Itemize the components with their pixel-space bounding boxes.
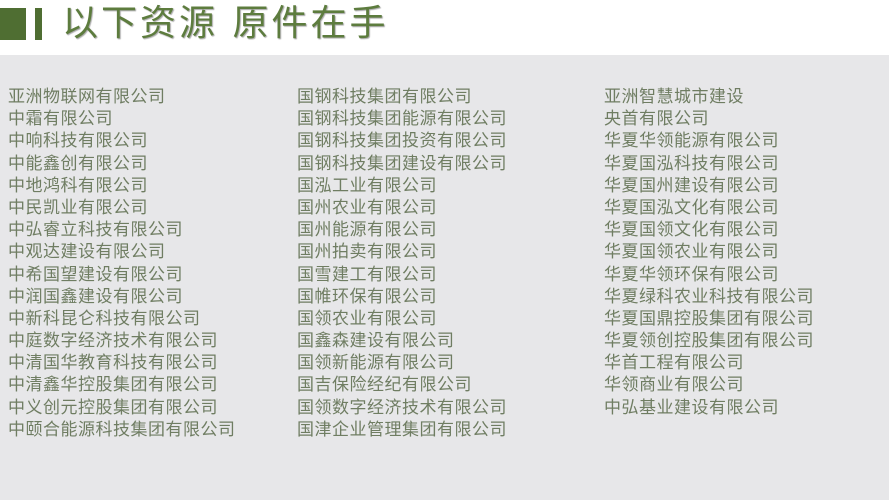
company-name: 央首有限公司: [604, 109, 709, 130]
company-name: 国钢科技集团建设有限公司: [297, 153, 507, 174]
company-name: 中义创元控股集团有限公司: [8, 397, 218, 418]
company-name: 华夏国领农业有限公司: [604, 242, 779, 263]
header: 以下资源 原件在手: [0, 0, 889, 55]
company-name: 亚洲物联网有限公司: [8, 87, 166, 107]
company-name: 华首工程有限公司: [604, 353, 744, 374]
company-name: 中新科昆仑科技有限公司: [8, 308, 201, 329]
company-name: 中清鑫华控股集团有限公司: [8, 375, 218, 396]
company-name: 华夏国泓科技有限公司: [604, 153, 779, 174]
company-name: 国州农业有限公司: [297, 197, 437, 218]
company-name: 中润国鑫建设有限公司: [8, 286, 183, 307]
company-name: 中庭数字经济技术有限公司: [8, 331, 218, 352]
company-name: 华夏国州建设有限公司: [604, 175, 779, 196]
company-name: 华夏国领文化有限公司: [604, 220, 779, 241]
company-name: 亚洲智慧城市建设: [604, 87, 744, 107]
company-name: 华夏领创控股集团有限公司: [604, 331, 814, 352]
company-list-column-2: 国钢科技集团有限公司 国钢科技集团能源有限公司 国钢科技集团投资有限公司 国钢科技集团…: [297, 86, 507, 441]
company-name: 国雪建工有限公司: [297, 264, 437, 285]
company-name: 中弘基业建设有限公司: [604, 397, 779, 418]
company-name: 中希国望建设有限公司: [8, 264, 183, 285]
accent-square-icon: [0, 8, 26, 40]
page-title: 以下资源 原件在手: [62, 3, 389, 44]
company-name: 华夏华领环保有限公司: [604, 264, 779, 285]
company-name: 国州拍卖有限公司: [297, 242, 437, 263]
company-name: 华夏绿科农业科技有限公司: [604, 286, 814, 307]
company-name: 中观达建设有限公司: [8, 242, 166, 263]
company-name: 中能鑫创有限公司: [8, 153, 148, 174]
company-name: 国帷环保有限公司: [297, 286, 437, 307]
company-name: 国钢科技集团有限公司: [297, 87, 472, 107]
company-name: 华夏华领能源有限公司: [604, 131, 779, 152]
company-list-column-3: 亚洲智慧城市建设 央首有限公司 华夏华领能源有限公司 华夏国泓科技有限公司 华夏国州建设…: [604, 86, 814, 419]
company-name: 华夏国鼎控股集团有限公司: [604, 308, 814, 329]
company-name: 中地鸿科有限公司: [8, 175, 148, 196]
accent-bar-icon: [35, 8, 42, 40]
company-name: 国领新能源有限公司: [297, 353, 455, 374]
company-name: 中霜有限公司: [8, 109, 113, 130]
company-name: 国州能源有限公司: [297, 220, 437, 241]
company-name: 国领农业有限公司: [297, 308, 437, 329]
company-name: 中颐合能源科技集团有限公司: [8, 419, 236, 440]
company-name: 国钢科技集团投资有限公司: [297, 131, 507, 152]
company-name: 华领商业有限公司: [604, 375, 744, 396]
company-name: 国鑫森建设有限公司: [297, 331, 455, 352]
company-name: 国吉保险经纪有限公司: [297, 375, 472, 396]
company-name: 国津企业管理集团有限公司: [297, 419, 507, 440]
company-name: 国领数字经济技术有限公司: [297, 397, 507, 418]
company-list-column-1: 亚洲物联网有限公司 中霜有限公司 中响科技有限公司 中能鑫创有限公司 中地鸿科有限公司中…: [8, 86, 236, 441]
company-name: 国泓工业有限公司: [297, 175, 437, 196]
company-name: 中民凯业有限公司: [8, 197, 148, 218]
company-name: 华夏国泓文化有限公司: [604, 197, 779, 218]
company-name: 中响科技有限公司: [8, 131, 148, 152]
company-name: 中弘睿立科技有限公司: [8, 220, 183, 241]
company-name: 国钢科技集团能源有限公司: [297, 109, 507, 130]
company-name: 中清国华教育科技有限公司: [8, 353, 218, 374]
